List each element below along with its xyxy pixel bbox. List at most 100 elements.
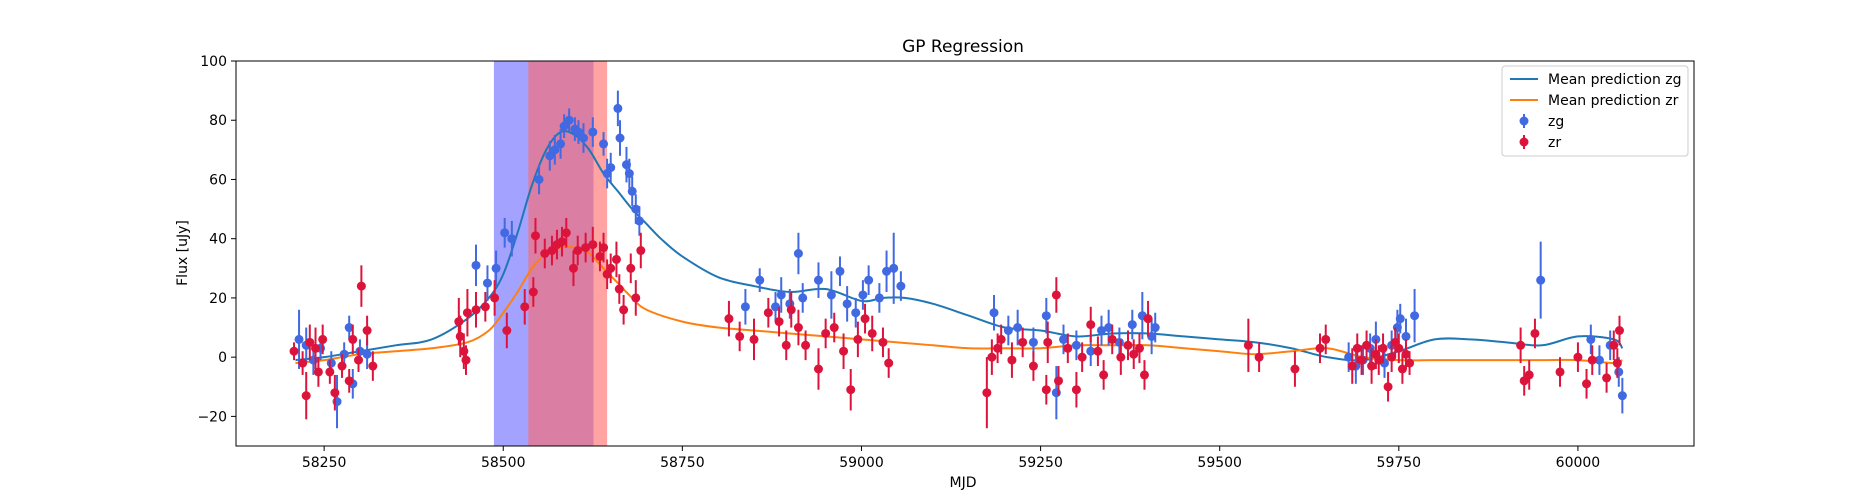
marker-zr	[588, 240, 598, 250]
marker-zg	[1096, 326, 1106, 335]
data-point-zg	[482, 265, 492, 301]
data-point-zr	[502, 312, 512, 349]
data-point-zr	[1041, 374, 1051, 405]
x-tick-label: 59000	[839, 455, 884, 471]
data-point-zr	[1612, 348, 1622, 378]
data-point-zg	[798, 283, 808, 313]
data-point-zg	[882, 250, 892, 292]
marker-zr	[1041, 385, 1051, 395]
data-point-zg	[1051, 366, 1061, 420]
marker-zr	[459, 346, 469, 356]
data-point-zg	[634, 206, 644, 236]
marker-zr	[1116, 352, 1126, 362]
data-point-zg	[793, 232, 803, 275]
data-point-zg	[588, 117, 598, 147]
marker-zr	[982, 388, 992, 398]
marker-zg	[627, 186, 637, 196]
marker-zr	[1099, 370, 1109, 380]
data-point-zr	[606, 253, 616, 284]
marker-zr	[1530, 328, 1540, 338]
marker-zr	[1290, 364, 1300, 374]
data-point-zr	[1374, 345, 1384, 375]
marker-zr	[348, 334, 358, 344]
x-tick-label: 58750	[660, 455, 705, 471]
marker-zr	[846, 385, 856, 395]
data-point-zg	[627, 176, 637, 207]
marker-zr	[1134, 343, 1144, 353]
marker-zg	[864, 275, 874, 285]
y-tick-label: 40	[209, 232, 227, 248]
data-point-zr	[1290, 351, 1300, 387]
data-point-zr	[1394, 333, 1404, 364]
marker-zr	[454, 317, 464, 327]
marker-zr	[368, 361, 378, 371]
marker-zr	[1357, 355, 1367, 365]
marker-zr	[1582, 379, 1592, 389]
data-point-zr	[318, 324, 328, 355]
data-point-zr	[1077, 342, 1087, 372]
marker-zg	[1150, 323, 1160, 333]
data-point-zr	[1378, 333, 1388, 364]
data-point-zr	[330, 374, 340, 411]
data-point-zg	[1041, 297, 1051, 334]
chart-title: GP Regression	[902, 37, 1024, 57]
marker-zr	[1077, 352, 1087, 362]
marker-zr	[611, 254, 621, 264]
data-point-zg	[332, 374, 342, 429]
data-point-zg	[534, 164, 544, 195]
marker-zg	[1594, 355, 1604, 365]
marker-zr	[1383, 382, 1393, 392]
data-point-zg	[294, 309, 304, 369]
marker-zr	[557, 237, 567, 247]
marker-zr	[867, 328, 877, 338]
marker-zr	[528, 287, 538, 297]
marker-zr	[1093, 346, 1103, 356]
data-point-zr	[1143, 300, 1153, 337]
data-point-zg	[770, 292, 780, 322]
marker-zr	[1378, 343, 1388, 353]
data-point-zg	[606, 152, 616, 183]
marker-zr	[461, 355, 471, 365]
marker-zr	[813, 364, 823, 374]
marker-zr	[298, 358, 308, 368]
marker-zr	[568, 263, 578, 273]
marker-zr	[839, 346, 849, 356]
data-point-zg	[864, 265, 874, 295]
data-point-zg	[507, 220, 517, 257]
data-point-zr	[611, 241, 621, 278]
data-point-zr	[1519, 366, 1529, 396]
x-axis-ticks: 58250 58500 58750 59000 59250 59500 59750 60000	[302, 446, 1600, 471]
marker-zg	[624, 169, 634, 179]
data-point-zr	[1609, 330, 1619, 361]
marker-zr	[1018, 337, 1028, 347]
marker-zr	[356, 281, 366, 291]
data-point-zr	[1582, 369, 1592, 399]
data-point-zr	[987, 339, 997, 375]
marker-zg	[332, 397, 342, 407]
marker-zr	[1007, 355, 1017, 365]
y-tick-label: −20	[197, 409, 227, 425]
marker-zr	[801, 340, 811, 350]
data-point-zg	[874, 283, 884, 313]
data-point-zg	[500, 217, 510, 248]
data-point-zg	[624, 158, 634, 189]
data-point-zr	[853, 321, 863, 358]
marker-zg	[634, 216, 644, 226]
marker-zr	[1555, 367, 1565, 377]
data-point-zr	[878, 327, 888, 358]
legend-label: zg	[1548, 114, 1564, 130]
data-point-zg	[776, 277, 786, 313]
data-point-zr	[884, 348, 894, 378]
data-point-zr	[1516, 327, 1526, 364]
marker-zr	[1028, 361, 1038, 371]
marker-zg	[1614, 367, 1624, 377]
data-point-zr	[588, 226, 598, 263]
marker-zr	[330, 388, 340, 398]
data-point-zr	[1018, 327, 1028, 358]
legend-box	[1501, 65, 1689, 157]
marker-zr	[1053, 376, 1063, 386]
data-point-zr	[1397, 354, 1407, 384]
marker-zg	[842, 299, 852, 309]
data-point-zr	[1405, 351, 1415, 375]
data-point-zg	[599, 132, 609, 156]
